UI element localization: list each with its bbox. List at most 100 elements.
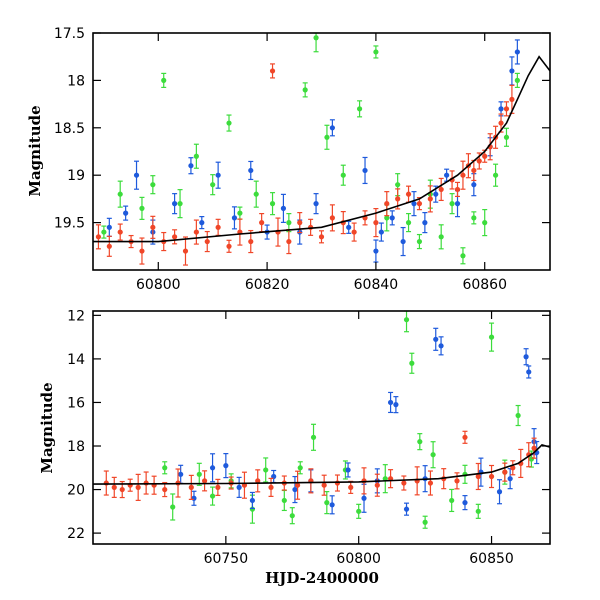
bottom-point: [526, 365, 532, 379]
top-point: [449, 170, 455, 190]
top-point: [460, 160, 466, 190]
top-point: [117, 180, 123, 208]
bottom-point: [387, 391, 394, 414]
bottom-point: [127, 478, 133, 492]
bottom-point: [496, 479, 503, 505]
top-point: [427, 185, 433, 213]
top-point: [444, 168, 450, 182]
top-point: [329, 204, 335, 232]
top-point: [329, 119, 335, 137]
bottom-point: [403, 310, 410, 333]
bottom-point: [507, 468, 513, 490]
bottom-point: [345, 462, 351, 478]
top-point: [351, 222, 357, 242]
bottom-point: [249, 491, 256, 510]
top-point: [210, 174, 216, 196]
bottom-point: [427, 470, 434, 496]
top-point: [101, 225, 107, 239]
top-point: [384, 191, 390, 217]
bottom-point: [143, 471, 149, 495]
bottom-point: [162, 481, 168, 498]
top-point: [471, 211, 477, 225]
top-point: [133, 160, 140, 190]
bottom-point: [321, 474, 327, 496]
bottom-point: [151, 475, 157, 495]
top-point: [280, 193, 287, 223]
bottom-point: [382, 464, 388, 494]
top-point: [373, 239, 379, 263]
top-y-axis-label: Magnitude: [26, 105, 44, 196]
bottom-point: [324, 491, 330, 515]
bottom-point: [462, 464, 468, 484]
bottom-point: [515, 404, 521, 427]
bottom-point: [271, 469, 277, 484]
top-point: [438, 224, 444, 250]
top-point: [503, 101, 510, 117]
top-point: [139, 196, 145, 220]
bottom-point: [462, 430, 468, 444]
top-panel: 60800 60820 60840 60860 17.5 18 18.5 19 19.5 Mag…: [26, 26, 551, 293]
top-point: [182, 236, 189, 266]
top-point: [302, 82, 308, 98]
top-x-tick-label: 60860: [462, 277, 507, 293]
bottom-point: [374, 473, 380, 497]
bottom-point: [401, 475, 407, 491]
top-point: [161, 72, 167, 89]
top-point: [356, 100, 363, 118]
top-point: [514, 39, 520, 65]
top-y-tick-label: 17.5: [54, 26, 85, 42]
top-point: [318, 230, 325, 244]
top-point: [215, 161, 221, 189]
top-point: [259, 213, 265, 233]
top-point: [422, 212, 428, 234]
top-x-tick-label: 60820: [245, 277, 290, 293]
top-point: [286, 228, 292, 255]
bottom-point: [188, 474, 194, 500]
top-x-tick-label: 60840: [354, 277, 399, 293]
bottom-point: [488, 322, 495, 352]
bottom-point: [162, 461, 168, 475]
bottom-point: [334, 474, 341, 492]
top-x-tick-label: 60800: [136, 277, 181, 293]
top-point: [150, 215, 156, 239]
bottom-point: [209, 486, 216, 506]
top-point: [362, 156, 368, 185]
bottom-data-marks: [103, 310, 540, 529]
bottom-point: [417, 433, 423, 451]
bottom-point: [292, 475, 298, 504]
top-point: [193, 219, 199, 245]
bottom-point: [289, 507, 295, 525]
bottom-point: [111, 476, 117, 498]
bottom-point: [281, 489, 287, 512]
top-point: [454, 181, 461, 198]
top-point: [362, 210, 368, 226]
bottom-point: [103, 470, 109, 496]
bottom-point: [449, 488, 455, 513]
top-point: [482, 209, 488, 237]
bottom-point: [488, 464, 495, 489]
bottom-point: [523, 348, 529, 366]
bottom-y-tick-label: 16: [67, 395, 85, 411]
top-point: [373, 45, 379, 59]
top-point: [106, 235, 112, 257]
top-point: [172, 229, 178, 245]
bottom-point: [534, 440, 540, 465]
top-point: [487, 133, 493, 161]
top-point: [188, 157, 194, 175]
top-point: [95, 224, 102, 250]
top-y-tick-label: 18.5: [54, 121, 85, 137]
bottom-point: [531, 437, 537, 459]
bottom-point: [403, 502, 410, 516]
top-point: [482, 149, 488, 163]
top-point: [275, 217, 281, 247]
top-point: [389, 210, 395, 226]
top-point: [346, 220, 352, 234]
top-point: [269, 192, 276, 216]
top-point: [509, 56, 515, 86]
top-point: [193, 143, 199, 169]
bottom-y-tick-label: 18: [67, 439, 85, 455]
bottom-point: [409, 352, 415, 374]
bottom-point: [255, 469, 261, 493]
bottom-point: [223, 453, 229, 479]
bottom-point: [241, 471, 248, 499]
